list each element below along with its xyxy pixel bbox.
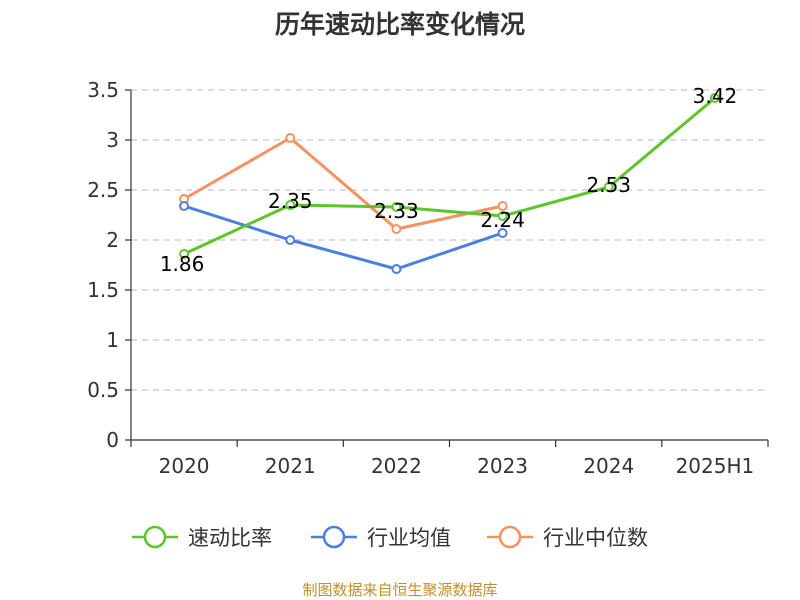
legend: 速动比率 行业均值 行业中位数 — [132, 525, 648, 550]
y-tick-label: 0 — [106, 428, 119, 452]
data-point — [391, 264, 402, 274]
x-tick-label: 2020 — [159, 454, 210, 478]
data-point — [179, 201, 190, 211]
y-tick-label: 3.5 — [87, 78, 119, 102]
data-label: 1.86 — [160, 252, 205, 276]
legend-label: 速动比率 — [188, 526, 272, 550]
y-tick-label: 2.5 — [87, 178, 119, 202]
legend-marker — [143, 525, 167, 549]
y-tick-label: 1 — [106, 328, 119, 352]
chart-title: 历年速动比率变化情况 — [275, 10, 525, 39]
x-tick-label: 2024 — [583, 454, 634, 478]
data-label: 3.42 — [693, 84, 738, 108]
plot-area — [179, 93, 720, 274]
series-line — [183, 96, 716, 256]
data-point — [285, 235, 296, 245]
data-point — [285, 200, 296, 210]
series-line — [183, 136, 503, 231]
source-note: 制图数据来自恒生聚源数据库 — [302, 581, 497, 599]
data-label: 2.53 — [586, 173, 631, 197]
data-point — [709, 93, 720, 103]
data-point — [497, 211, 508, 221]
y-tick-label: 0.5 — [87, 378, 119, 402]
legend-marker — [322, 525, 346, 549]
data-point — [285, 133, 296, 143]
x-tick-label: 2022 — [371, 454, 422, 478]
data-point — [179, 249, 190, 259]
data-label: 2.24 — [480, 208, 525, 232]
data-label: 2.35 — [268, 189, 313, 213]
y-tick-label: 1.5 — [87, 278, 119, 302]
legend-label: 行业中位数 — [543, 526, 648, 550]
series-line — [183, 204, 504, 271]
x-tick-label: 2021 — [265, 454, 316, 478]
x-tick-label: 2023 — [477, 454, 528, 478]
data-point — [603, 182, 614, 192]
data-point — [497, 201, 508, 211]
data-labels: 1.86 2.35 2.33 2.24 2.53 3.42 — [160, 84, 737, 276]
legend-label: 行业均值 — [367, 526, 451, 550]
data-point — [497, 228, 508, 238]
data-point — [391, 202, 402, 212]
legend-marker — [498, 525, 522, 549]
grid-lines — [131, 89, 768, 391]
x-tick-label: 2025H1 — [676, 454, 755, 478]
y-tick-label: 2 — [106, 228, 119, 252]
data-point — [391, 224, 402, 234]
y-tick-label: 3 — [106, 128, 119, 152]
data-label: 2.33 — [374, 199, 419, 223]
